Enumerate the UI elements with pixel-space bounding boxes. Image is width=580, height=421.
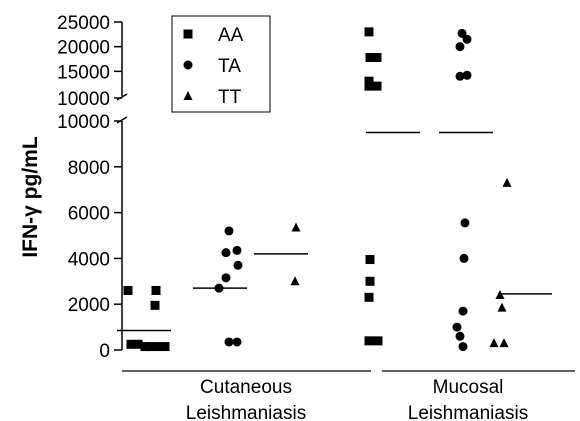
- data-point-aa: [364, 81, 374, 91]
- data-point-ta: [462, 70, 472, 80]
- data-point-aa: [151, 285, 161, 295]
- data-point-tt: [290, 276, 300, 286]
- legend-label-ta: TA: [218, 56, 241, 77]
- data-point-aa: [364, 292, 374, 302]
- y-tick-label-upper: 10000: [57, 89, 110, 110]
- data-point-tt: [502, 177, 512, 187]
- data-point-tt: [291, 222, 301, 232]
- data-point-aa: [140, 342, 150, 352]
- data-point-ta: [232, 245, 242, 255]
- data-point-ta: [452, 322, 462, 332]
- data-point-aa: [373, 336, 383, 346]
- group-label-mucosal-line1: Mucosal: [433, 377, 504, 398]
- legend-label-tt: TT: [218, 87, 242, 108]
- data-point-aa: [364, 76, 374, 86]
- data-points: [123, 27, 512, 352]
- median-lines: [117, 131, 552, 332]
- legend-square-icon: [183, 29, 193, 39]
- group-label-cutaneous-line1: Cutaneous: [200, 377, 292, 398]
- y-tick-label-lower: 8000: [68, 158, 110, 179]
- data-point-ta: [455, 331, 465, 341]
- y-tick-label-lower: 6000: [68, 204, 110, 225]
- data-point-tt: [497, 302, 507, 312]
- data-point-aa: [372, 81, 382, 91]
- data-point-ta: [459, 253, 469, 263]
- data-point-aa: [123, 285, 133, 295]
- legend-label-aa: AA: [218, 25, 244, 46]
- data-point-ta: [224, 226, 234, 236]
- legend: AA TA TT: [171, 15, 271, 113]
- data-point-ta: [458, 342, 468, 352]
- data-point-aa: [365, 276, 375, 286]
- legend-triangle-icon: [183, 91, 193, 100]
- data-point-aa: [133, 339, 143, 349]
- data-point-aa: [153, 342, 163, 352]
- legend-circle-icon: [183, 60, 193, 70]
- y-tick-label-upper: 20000: [57, 38, 110, 59]
- data-point-tt: [499, 338, 509, 348]
- data-point-aa: [126, 339, 136, 349]
- data-point-ta: [457, 28, 467, 38]
- data-point-aa: [365, 53, 375, 63]
- group-labels: Cutaneous Leishmaniasis Mucosal Leishman…: [186, 377, 528, 421]
- y-tick-label-lower: 2000: [68, 295, 110, 316]
- data-point-tt: [489, 338, 499, 348]
- y-tick-label-lower: 4000: [68, 249, 110, 270]
- data-point-aa: [150, 300, 160, 310]
- data-point-aa: [146, 342, 156, 352]
- data-point-aa: [372, 53, 382, 63]
- y-tick-label-upper: 25000: [57, 13, 110, 34]
- data-point-ta: [224, 337, 234, 347]
- group-label-cutaneous-line2: Leishmaniasis: [186, 403, 306, 421]
- data-point-aa: [365, 255, 375, 265]
- data-point-aa: [364, 336, 374, 346]
- y-axis-title: IFN-γ pg/mL: [19, 136, 42, 257]
- data-point-ta: [462, 34, 472, 44]
- data-point-ta: [455, 71, 465, 81]
- data-point-ta: [458, 306, 468, 316]
- axis-break-mark: [116, 93, 128, 101]
- data-point-tt: [495, 290, 505, 300]
- y-tick-label-lower: 0: [99, 341, 110, 362]
- data-point-ta: [460, 218, 470, 228]
- group-label-mucosal-line2: Leishmaniasis: [408, 403, 528, 421]
- y-tick-label-upper: 15000: [57, 62, 110, 83]
- data-point-ta: [221, 248, 231, 258]
- axis-break-mark: [116, 116, 128, 124]
- data-point-aa: [160, 342, 170, 352]
- data-point-ta: [232, 337, 242, 347]
- y-tick-label-lower: 10000: [57, 112, 110, 133]
- data-point-ta: [455, 42, 465, 52]
- data-point-ta: [221, 273, 231, 283]
- data-point-aa: [364, 27, 374, 37]
- data-point-ta: [214, 283, 224, 293]
- data-point-ta: [233, 260, 243, 270]
